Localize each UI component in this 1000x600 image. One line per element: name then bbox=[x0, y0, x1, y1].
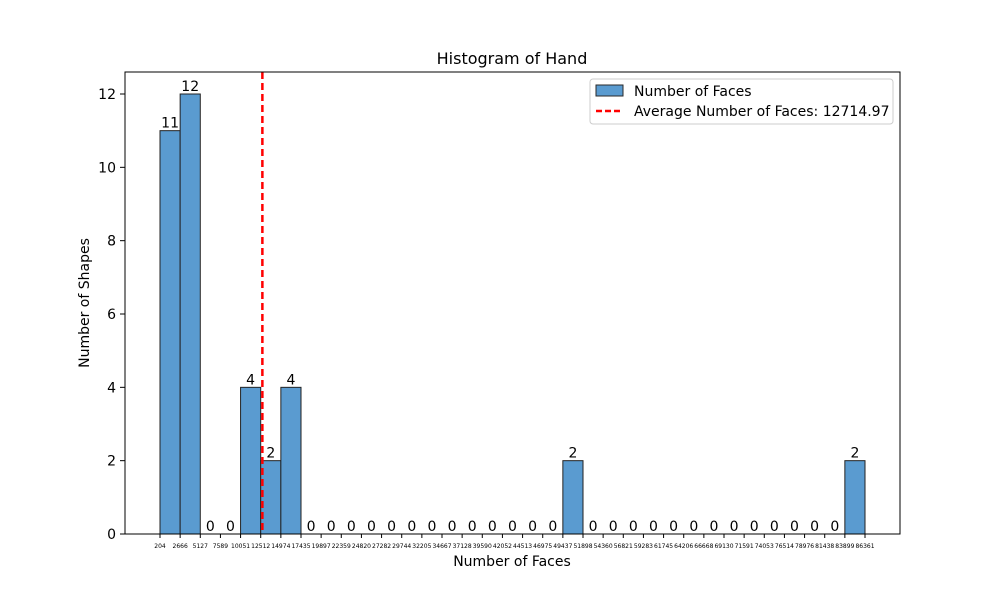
bar-value-label: 0 bbox=[548, 519, 557, 535]
x-tick-label: 54360 bbox=[594, 543, 613, 550]
y-axis-title: Number of Shapes bbox=[77, 238, 93, 368]
x-tick-label: 74053 bbox=[755, 543, 774, 550]
x-tick-label: 81438 bbox=[815, 543, 834, 550]
bar-value-label: 0 bbox=[750, 519, 759, 535]
bar-value-label: 0 bbox=[649, 519, 658, 535]
x-tick-label: 32205 bbox=[412, 543, 431, 550]
bar-value-label: 0 bbox=[830, 519, 839, 535]
bar-value-label: 11 bbox=[161, 116, 179, 132]
y-tick-label: 0 bbox=[107, 527, 116, 543]
histogram-bar bbox=[844, 460, 866, 535]
x-tick-label: 49437 bbox=[553, 543, 572, 550]
bar-value-label: 0 bbox=[589, 519, 598, 535]
x-tick-label: 24820 bbox=[352, 543, 371, 550]
bar-value-label: 0 bbox=[790, 519, 799, 535]
y-tick-label: 8 bbox=[107, 234, 116, 250]
x-tick-label: 44513 bbox=[513, 543, 532, 550]
bar-value-label: 4 bbox=[286, 372, 295, 388]
y-tick-label: 10 bbox=[98, 160, 116, 176]
y-tick-label: 2 bbox=[107, 454, 116, 470]
x-tick-label: 71591 bbox=[735, 543, 754, 550]
x-tick-label: 204 bbox=[154, 543, 166, 550]
legend-label-series: Number of Faces bbox=[634, 84, 752, 100]
x-tick-label: 2666 bbox=[173, 543, 188, 550]
x-tick-label: 10051 bbox=[231, 543, 250, 550]
bar-value-label: 0 bbox=[427, 519, 436, 535]
bar-value-label: 0 bbox=[488, 519, 497, 535]
bar-value-label: 0 bbox=[407, 519, 416, 535]
bar-value-label: 0 bbox=[508, 519, 517, 535]
bar-value-label: 4 bbox=[246, 372, 255, 388]
x-tick-label: 17435 bbox=[291, 543, 310, 550]
x-tick-label: 29744 bbox=[392, 543, 411, 550]
bar-value-label: 0 bbox=[226, 519, 235, 535]
bar-value-label: 2 bbox=[568, 446, 577, 462]
histogram-bar bbox=[159, 130, 181, 535]
bar-value-label: 0 bbox=[307, 519, 316, 535]
x-tick-label: 12512 bbox=[251, 543, 270, 550]
y-tick-label: 4 bbox=[107, 380, 116, 396]
bar-value-label: 0 bbox=[367, 519, 376, 535]
x-tick-label: 86361 bbox=[855, 543, 874, 550]
bar-value-label: 12 bbox=[181, 79, 199, 95]
bar-value-label: 0 bbox=[528, 519, 537, 535]
x-tick-label: 61745 bbox=[654, 543, 673, 550]
x-tick-label: 76514 bbox=[775, 543, 794, 550]
bar-value-label: 0 bbox=[448, 519, 457, 535]
x-tick-label: 83899 bbox=[835, 543, 854, 550]
histogram-bar bbox=[562, 460, 584, 535]
x-tick-label: 14974 bbox=[271, 543, 290, 550]
bar-value-label: 0 bbox=[669, 519, 678, 535]
legend-box bbox=[589, 78, 894, 125]
x-tick-label: 7589 bbox=[213, 543, 228, 550]
bar-value-label: 0 bbox=[387, 519, 396, 535]
bar-value-label: 0 bbox=[206, 519, 215, 535]
bar-value-label: 2 bbox=[266, 446, 275, 462]
histogram-bar bbox=[280, 386, 302, 535]
x-tick-label: 56821 bbox=[614, 543, 633, 550]
bar-value-label: 0 bbox=[468, 519, 477, 535]
x-tick-label: 46975 bbox=[533, 543, 552, 550]
x-tick-label: 64206 bbox=[674, 543, 693, 550]
x-tick-label: 27282 bbox=[372, 543, 391, 550]
legend: Number of Faces Average Number of Faces:… bbox=[589, 78, 894, 125]
x-tick-label: 42052 bbox=[493, 543, 512, 550]
histogram-bar bbox=[240, 386, 262, 535]
x-tick-label: 59283 bbox=[634, 543, 653, 550]
x-tick-label: 34667 bbox=[432, 543, 451, 550]
bar-value-label: 0 bbox=[770, 519, 779, 535]
legend-bar-swatch bbox=[595, 84, 624, 97]
bar-value-label: 0 bbox=[709, 519, 718, 535]
histogram-bar bbox=[260, 460, 282, 535]
x-tick-label: 39590 bbox=[473, 543, 492, 550]
plot-frame bbox=[124, 71, 901, 535]
x-tick-label: 22359 bbox=[332, 543, 351, 550]
x-tick-label: 19897 bbox=[312, 543, 331, 550]
bar-value-label: 0 bbox=[810, 519, 819, 535]
legend-label-average: Average Number of Faces: 12714.97 bbox=[634, 104, 890, 120]
x-tick-label: 37128 bbox=[453, 543, 472, 550]
x-axis-title: Number of Faces bbox=[453, 554, 571, 570]
bar-value-label: 0 bbox=[629, 519, 638, 535]
chart-title: Histogram of Hand bbox=[437, 49, 588, 68]
histogram-bar bbox=[179, 93, 201, 535]
bar-value-label: 0 bbox=[327, 519, 336, 535]
x-tick-label: 69130 bbox=[714, 543, 733, 550]
bar-value-label: 0 bbox=[609, 519, 618, 535]
x-tick-label: 66668 bbox=[694, 543, 713, 550]
bar-value-label: 0 bbox=[689, 519, 698, 535]
y-tick-label: 6 bbox=[107, 307, 116, 323]
bar-value-label: 0 bbox=[730, 519, 739, 535]
bar-value-label: 0 bbox=[347, 519, 356, 535]
bar-value-label: 2 bbox=[850, 446, 859, 462]
x-tick-label: 51898 bbox=[573, 543, 592, 550]
x-tick-label: 78976 bbox=[795, 543, 814, 550]
x-tick-label: 5127 bbox=[193, 543, 208, 550]
y-tick-label: 12 bbox=[98, 87, 116, 103]
